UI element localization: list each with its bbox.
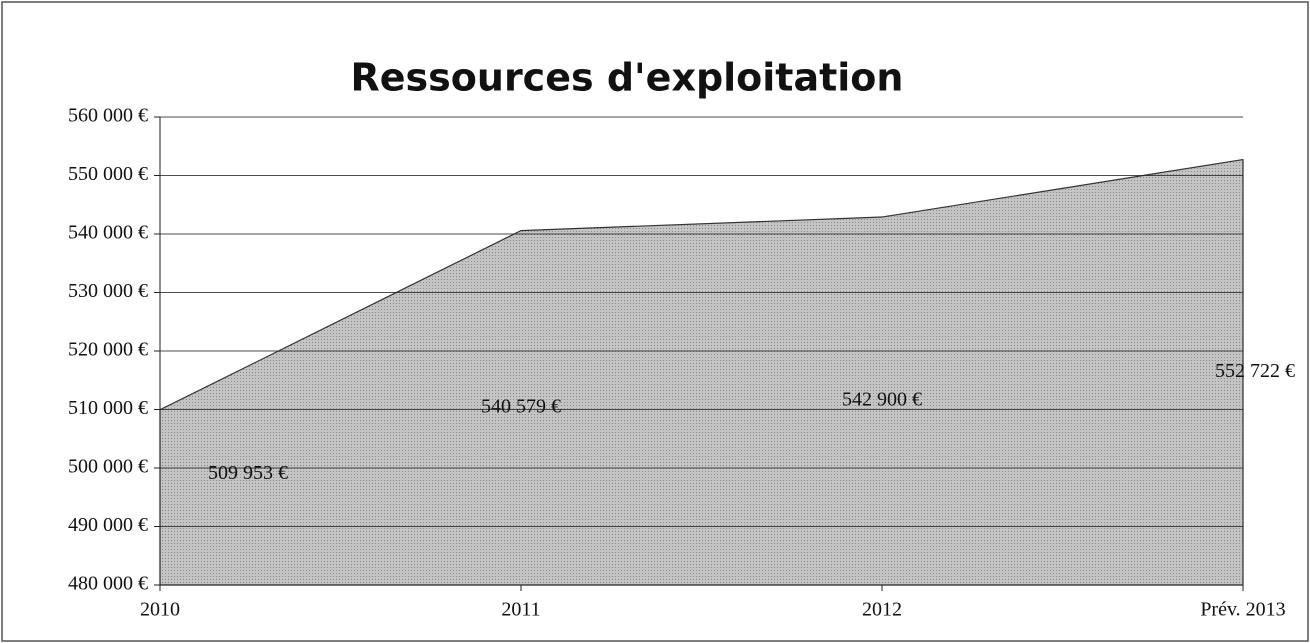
y-tick-label: 480 000 € xyxy=(68,573,148,595)
data-label: 542 900 € xyxy=(842,389,922,411)
x-tick-label: 2012 xyxy=(862,599,902,621)
y-tick-label: 540 000 € xyxy=(68,222,148,244)
y-tick-label: 520 000 € xyxy=(68,339,148,361)
x-tick-label: 2011 xyxy=(501,599,540,621)
y-tick-label: 530 000 € xyxy=(68,280,148,302)
y-tick-label: 550 000 € xyxy=(68,163,148,185)
data-label: 552 722 € xyxy=(1215,360,1295,382)
data-label: 509 953 € xyxy=(208,462,288,484)
x-tick-label: Prév. 2013 xyxy=(1200,599,1285,621)
area xyxy=(159,158,1244,586)
y-tick-label: 500 000 € xyxy=(68,456,148,478)
chart-title: Ressources d'exploitation xyxy=(351,56,904,100)
data-label: 540 579 € xyxy=(481,395,561,417)
y-tick-label: 490 000 € xyxy=(68,514,148,536)
y-tick-label: 560 000 € xyxy=(68,105,148,127)
y-tick-label: 510 000 € xyxy=(68,397,148,419)
x-tick-label: 2010 xyxy=(140,599,180,621)
